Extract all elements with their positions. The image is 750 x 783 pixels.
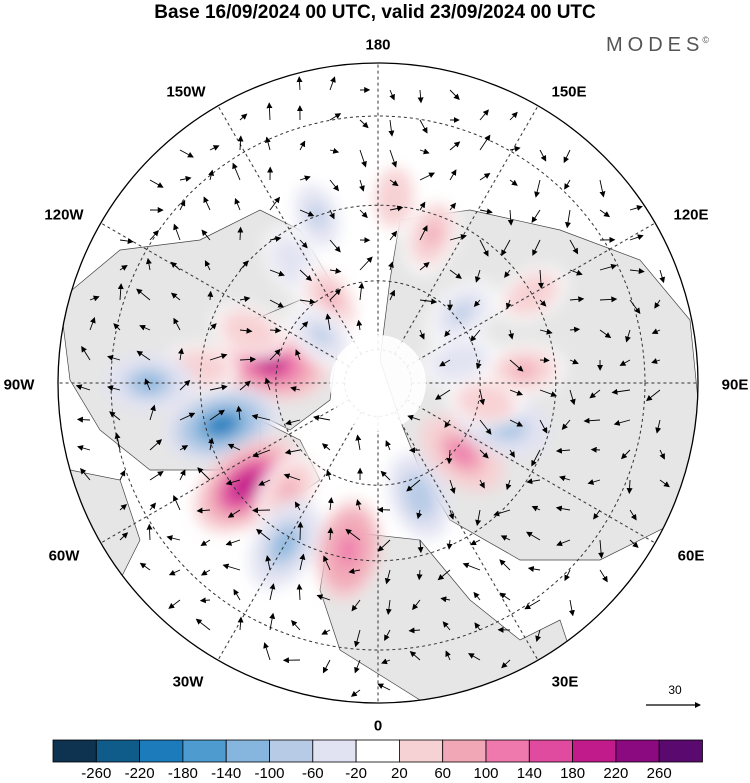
lon-label-30e: 30E <box>551 673 579 691</box>
colorbar-tick-label: -100 <box>254 765 285 782</box>
anomaly-band <box>474 394 498 410</box>
colorbar-swatch <box>225 739 270 763</box>
vector-reference-label: 30 <box>668 683 682 697</box>
colorbar-swatch <box>95 739 141 763</box>
anomaly-band <box>386 186 402 210</box>
anomaly-band <box>278 478 299 501</box>
colorbar-swatch <box>269 739 314 763</box>
colorbar-swatch <box>182 739 227 763</box>
brand-mark: © <box>702 35 709 46</box>
colorbar-tick-label: 60 <box>434 765 452 782</box>
lon-label-90e: 90E <box>721 376 749 394</box>
anomaly-band <box>448 353 472 369</box>
anomaly-band <box>189 360 213 375</box>
lon-label-90w: 90W <box>3 376 35 394</box>
lon-label-150w: 150W <box>166 83 206 101</box>
colorbar-swatch <box>139 739 184 763</box>
colorbar-swatch <box>312 739 357 763</box>
lon-label-120w: 120W <box>44 206 84 224</box>
colorbar-tick-label: 220 <box>603 765 629 782</box>
anomaly-band <box>449 441 475 466</box>
wind-vectors <box>75 76 670 697</box>
anomaly-band <box>204 413 239 437</box>
colorbar-swatch <box>398 739 444 763</box>
brand-text: MODES <box>606 34 705 56</box>
colorbar-swatch <box>485 739 530 763</box>
colorbar-tick-label: 100 <box>473 765 499 782</box>
colorbar-swatch <box>572 739 617 763</box>
lon-label-150e: 150E <box>551 83 587 101</box>
lon-label-120e: 120E <box>673 206 709 224</box>
map-title: Base 16/09/2024 00 UTC, valid 23/09/2024… <box>154 2 596 23</box>
colorbar-swatch <box>615 739 660 763</box>
colorbar-tick-label: 20 <box>391 765 408 782</box>
anomaly-band <box>409 482 429 510</box>
colorbar-tick-label: -220 <box>124 765 155 782</box>
lon-label-60e: 60E <box>677 547 705 565</box>
anomaly-field <box>102 158 567 602</box>
colorbar-tick-label: 260 <box>646 765 672 782</box>
map-border <box>57 62 699 704</box>
colorbar-tick-label: -60 <box>301 765 324 782</box>
lon-label-0: 0 <box>373 717 383 735</box>
colorbar-tick-label: -140 <box>211 765 242 782</box>
colorbar-swatch <box>442 739 487 763</box>
graticule <box>58 63 698 703</box>
lon-label-180: 180 <box>365 36 391 54</box>
colorbar-swatch <box>355 739 400 763</box>
anomaly-band <box>423 222 441 247</box>
colorbar-swatch <box>528 739 573 763</box>
colorbar-tick-label: -260 <box>81 765 112 782</box>
lon-label-30w: 30W <box>172 673 204 691</box>
anomaly-band <box>231 470 264 500</box>
anomaly-band <box>310 325 332 346</box>
colorbar-tick-label: 140 <box>516 765 542 782</box>
colorbar-swatch <box>658 739 703 763</box>
anomaly-band <box>252 352 288 376</box>
anomaly-band <box>284 252 304 274</box>
colorbar-swatch <box>52 739 97 763</box>
colorbar-tick-label: 180 <box>560 765 586 782</box>
brand-logo: MODES© <box>606 34 709 57</box>
colorbar-tick-label: -180 <box>167 765 198 782</box>
lon-label-60w: 60W <box>48 547 80 565</box>
colorbar-tick-label: -20 <box>345 765 367 782</box>
colorbar <box>52 739 703 763</box>
